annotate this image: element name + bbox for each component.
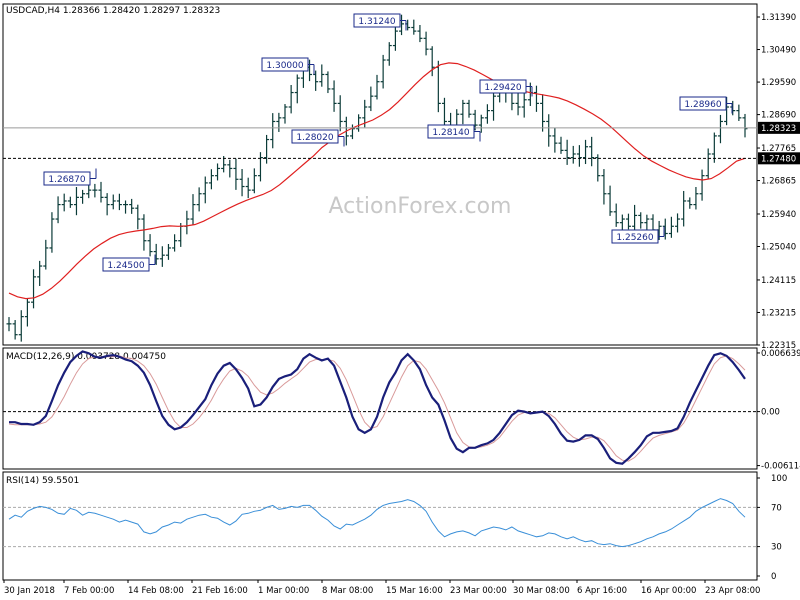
current-price-label: 1.28323 xyxy=(761,124,796,134)
rsi-tick-label: 70 xyxy=(771,503,782,513)
pane-frame-1 xyxy=(2,3,758,346)
x-tick-label: 21 Feb 16:00 xyxy=(192,586,248,596)
x-tick-label: 30 Mar 08:00 xyxy=(513,586,570,596)
rsi-line xyxy=(8,498,746,548)
price-tick-label: 1.25940 xyxy=(761,210,796,220)
x-tick-label: 8 Mar 08:00 xyxy=(322,586,373,596)
price-annotation-label: 1.26870 xyxy=(48,175,85,185)
price-annotation-label: 1.29420 xyxy=(484,83,521,93)
x-tick-label: 15 Mar 16:00 xyxy=(386,586,443,596)
macd-line xyxy=(9,350,746,465)
x-tick-label: 23 Apr 08:00 xyxy=(705,586,760,596)
price-annotation-label: 1.25260 xyxy=(616,233,653,243)
price-tick-label: 1.24115 xyxy=(761,276,796,286)
pane-frame-3 xyxy=(2,471,758,581)
moving-average-line xyxy=(8,62,746,300)
macd-tick-label: 0.006639 xyxy=(761,349,800,359)
x-tick-label: 14 Feb 08:00 xyxy=(128,586,184,596)
x-tick-label: 1 Mar 00:00 xyxy=(258,586,309,596)
price-tick-label: 1.28690 xyxy=(761,111,796,121)
price-annotation-label: 1.28140 xyxy=(432,128,469,138)
price-header: USDCAD,H4 1.28366 1.28420 1.28297 1.2832… xyxy=(6,6,220,16)
macd-title: MACD(12,26,9) 0.003728 0.004750 xyxy=(6,352,166,362)
macd-signal-line xyxy=(8,355,746,462)
price-tick-label: 1.31390 xyxy=(761,13,796,23)
price-tick-label: 1.22315 xyxy=(761,341,796,351)
x-tick-label: 6 Apr 16:00 xyxy=(577,586,627,596)
price-tick-label: 1.27765 xyxy=(761,144,796,154)
price-tick-label: 1.25040 xyxy=(761,243,796,253)
rsi-tick-label: 0 xyxy=(771,572,776,582)
support-price-label: 1.27480 xyxy=(761,154,796,164)
price-tick-label: 1.30490 xyxy=(761,46,796,56)
price-annotation-label: 1.30000 xyxy=(266,61,303,71)
price-annotation-label: 1.28020 xyxy=(296,133,333,143)
x-tick-label: 16 Apr 00:00 xyxy=(641,586,696,596)
price-annotation-label: 1.31240 xyxy=(358,17,395,27)
price-tick-label: 1.26865 xyxy=(761,177,796,187)
rsi-tick-label: 100 xyxy=(771,474,787,484)
x-tick-label: 23 Mar 00:00 xyxy=(450,586,507,596)
watermark-text: ActionForex.com xyxy=(329,194,512,219)
price-annotation-label: 1.28960 xyxy=(684,100,721,110)
current-price-box xyxy=(758,121,800,134)
x-tick-label: 7 Feb 00:00 xyxy=(64,586,114,596)
price-annotation-label: 1.24500 xyxy=(107,261,144,271)
price-tick-label: 1.23215 xyxy=(761,308,796,318)
macd-tick-label: -0.006114 xyxy=(761,462,800,472)
support-price-box xyxy=(758,152,800,165)
price-tick-label: 1.29590 xyxy=(761,78,796,88)
macd-tick-label: 0.00 xyxy=(761,408,780,418)
x-tick-label: 30 Jan 2018 xyxy=(4,586,55,596)
rsi-tick-label: 30 xyxy=(771,543,782,553)
rsi-title: RSI(14) 59.5501 xyxy=(6,476,79,486)
